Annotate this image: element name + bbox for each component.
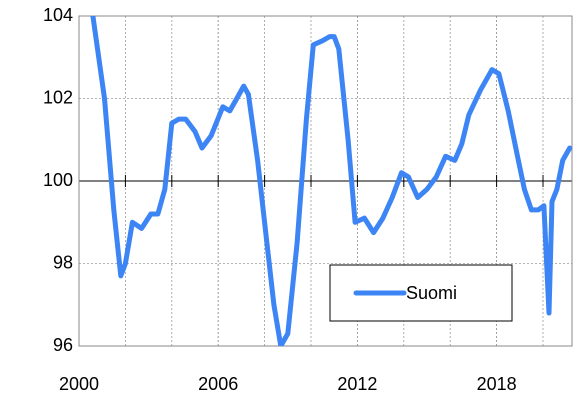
line — [90, 16, 572, 346]
x-tick-label: 2006 — [198, 374, 238, 394]
y-tick-label: 102 — [43, 87, 73, 107]
plot-border — [78, 15, 573, 347]
y-tick-label: 104 — [43, 5, 73, 25]
legend-label: Suomi — [406, 283, 457, 303]
y-tick-label: 98 — [53, 252, 73, 272]
y-tick-label: 96 — [53, 335, 73, 355]
y-tick-label: 100 — [43, 170, 73, 190]
x-tick-label: 2000 — [59, 374, 99, 394]
x-tick-label: 2018 — [477, 374, 517, 394]
series-group — [90, 16, 572, 346]
x-tick-label: 2012 — [337, 374, 377, 394]
